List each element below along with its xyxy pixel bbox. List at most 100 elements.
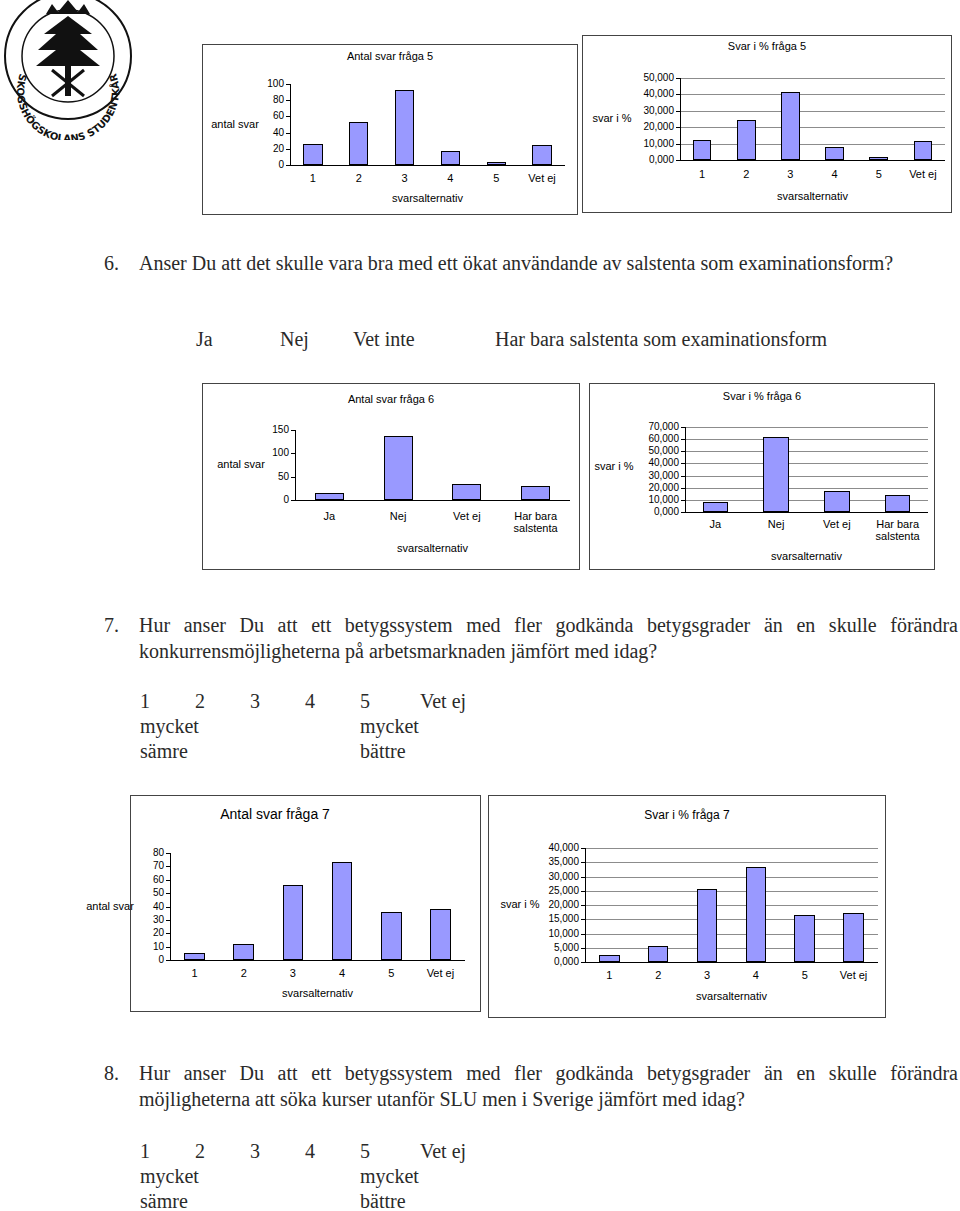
grid-line (680, 127, 945, 128)
x-tick-label: 4 (318, 967, 367, 979)
bar (599, 955, 620, 962)
y-tick-label: 30,000 (619, 470, 679, 482)
grid-line (685, 476, 928, 477)
scale-option: Vet ej (420, 1138, 466, 1164)
bar (885, 495, 911, 512)
x-tick-label: Nej (746, 518, 807, 530)
y-axis-title: antal svar (195, 118, 275, 130)
bar (737, 120, 756, 160)
grid-line (680, 94, 945, 95)
y-tick-label: 30,000 (614, 105, 674, 117)
grid-line (685, 451, 928, 452)
chart-title: Svar i % fråga 6 (612, 390, 912, 402)
scale-option: 3 (250, 1138, 260, 1164)
x-axis-line (685, 512, 928, 513)
bar (914, 141, 933, 160)
y-tick-label: 15,000 (519, 913, 579, 925)
scale-low-label: sämre (140, 738, 188, 764)
answer-option: Har bara salstenta som examinationsform (495, 326, 827, 352)
bar (184, 953, 205, 960)
x-axis-title: svarsalternativ (727, 550, 887, 562)
plot-area (685, 427, 928, 512)
x-tick-label: Ja (295, 510, 364, 522)
y-tick-label: 0,000 (519, 956, 579, 968)
bar (824, 491, 850, 512)
x-tick-label: 2 (219, 967, 268, 979)
scale-option: 2 (195, 1138, 205, 1164)
x-tick-label: 2 (336, 172, 382, 184)
bar (332, 862, 353, 960)
y-tick-label: 150 (229, 424, 289, 436)
logo-crown (46, 0, 90, 14)
x-tick-label: 5 (780, 969, 829, 981)
y-axis-title: svar i % (572, 112, 652, 124)
bar (794, 915, 815, 962)
y-tick-label: 10,000 (619, 494, 679, 506)
question-text: Hur anser Du att ett betygssystem med fl… (139, 1060, 958, 1112)
x-tick-label: Nej (364, 510, 433, 522)
question-number: 7. (104, 612, 119, 638)
y-tick-label: 50 (104, 887, 164, 899)
grid-line (585, 948, 878, 949)
bar (521, 486, 550, 500)
y-tick-label: 0,000 (619, 506, 679, 518)
x-tick-label: 1 (170, 967, 219, 979)
plot-area (170, 853, 465, 960)
x-tick-label: Vet ej (519, 172, 565, 184)
x-axis-line (170, 960, 465, 961)
y-tick-label: 80 (104, 847, 164, 859)
scale-high-label: mycket (360, 713, 419, 739)
x-tick-label: 1 (585, 969, 634, 981)
bar (384, 436, 413, 500)
y-tick-label: 70,000 (619, 421, 679, 433)
grid-line (680, 144, 945, 145)
grid-line (685, 463, 928, 464)
grid-line (585, 905, 878, 906)
x-tick-label: Vet ej (433, 510, 502, 522)
grid-line (585, 919, 878, 920)
grid-line (685, 427, 928, 428)
chart-title: Svar i % fråga 5 (617, 40, 917, 52)
y-tick-label: 60,000 (619, 433, 679, 445)
bar (315, 493, 344, 500)
y-axis-title: svar i % (574, 460, 654, 472)
grid-line (680, 78, 945, 79)
x-tick-label: 1 (290, 172, 336, 184)
bar (452, 484, 481, 500)
y-tick-label: 5,000 (519, 942, 579, 954)
x-axis-title: svarsalternativ (353, 542, 513, 554)
scale-option: 5 (360, 1138, 370, 1164)
x-tick-label: 4 (732, 969, 781, 981)
chart-title: Svar i % fråga 7 (537, 808, 837, 822)
y-tick-label: 20,000 (519, 899, 579, 911)
bar (763, 437, 789, 512)
y-tick-label: 35,000 (519, 856, 579, 868)
y-axis-title: svar i % (480, 898, 560, 910)
bar (825, 147, 844, 160)
y-tick-label: 20 (104, 927, 164, 939)
logo-tree (36, 16, 100, 66)
x-tick-label: Har bara salstenta (501, 510, 570, 534)
grid-line (585, 877, 878, 878)
y-tick-label: 40 (224, 127, 284, 139)
x-axis-line (295, 500, 570, 501)
scale-option: 4 (305, 688, 315, 714)
bar (381, 912, 402, 960)
x-tick-label: 5 (473, 172, 519, 184)
question-number: 8. (104, 1060, 119, 1086)
y-tick-label: 20,000 (614, 121, 674, 133)
x-tick-label: Ja (685, 518, 746, 530)
x-tick-label: 1 (680, 168, 724, 180)
bar (746, 867, 767, 962)
chart-frame (488, 795, 886, 1018)
x-tick-label: 2 (724, 168, 768, 180)
bar (233, 944, 254, 960)
y-tick-label: 25,000 (519, 885, 579, 897)
y-tick-label: 20 (224, 143, 284, 155)
x-tick-label: Vet ej (829, 969, 878, 981)
y-axis-line (295, 430, 296, 501)
chart-frame (582, 35, 952, 213)
y-tick-label: 50,000 (619, 445, 679, 457)
grid-line (585, 934, 878, 935)
scale-option: 2 (195, 688, 205, 714)
